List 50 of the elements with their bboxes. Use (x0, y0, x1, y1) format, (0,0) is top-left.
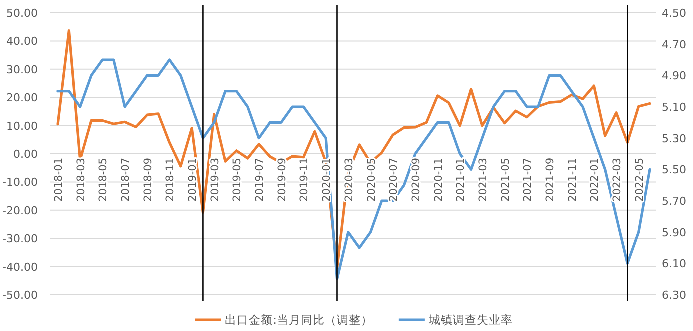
x-tick-label: 2019-11 (298, 158, 311, 202)
x-tick-label: 2019-03 (209, 158, 222, 202)
x-tick-label: 2020-07 (388, 158, 400, 202)
y2-tick-label: 5.50 (662, 164, 686, 177)
x-tick-label: 2018-03 (75, 158, 88, 202)
y-tick-label: 40.00 (6, 35, 38, 48)
y-tick-label: -50.00 (2, 289, 38, 302)
legend-label: 城镇调查失业率 (428, 313, 513, 327)
x-tick-label: 2021-09 (544, 158, 556, 202)
y2-tick-label: 5.30 (662, 132, 686, 146)
x-tick-label: 2022-03 (611, 158, 624, 202)
legend-label: 出口金额:当月同比（调整） (225, 313, 373, 327)
y-tick-label: -20.00 (2, 204, 38, 218)
x-tick-label: 2020-09 (410, 158, 422, 202)
x-tick-label: 2020-05 (366, 158, 378, 202)
x-tick-label: 2018-07 (120, 158, 132, 202)
x-tick-label: 2021-03 (477, 158, 490, 202)
y-tick-label: 20.00 (6, 92, 38, 105)
x-tick-label: 2018-05 (98, 158, 110, 202)
x-tick-label: 2019-05 (232, 158, 244, 202)
y-tick-label: 0.00 (14, 148, 38, 161)
y2-tick-label: 6.10 (662, 258, 686, 271)
x-tick-label: 2019-07 (254, 158, 266, 202)
x-tick-label: 2019-09 (276, 158, 288, 202)
x-tick-label: 2018-11 (164, 158, 177, 202)
y-tick-label: 30.00 (6, 63, 38, 76)
x-tick-label: 2021-05 (500, 158, 512, 202)
y-tick-label: -10.00 (2, 176, 38, 190)
y-tick-label: -40.00 (2, 260, 38, 274)
y2-tick-label: 5.90 (662, 226, 686, 240)
y2-tick-label: 4.70 (662, 38, 686, 52)
x-tick-label: 2022-01 (589, 158, 602, 202)
x-tick-label: 2021-11 (566, 158, 579, 202)
y-tick-label: -30.00 (2, 232, 38, 246)
x-tick-label: 2022-05 (634, 158, 646, 202)
x-tick-label: 2020-11 (432, 158, 445, 202)
y2-tick-label: 4.90 (662, 70, 686, 83)
y2-tick-label: 4.50 (662, 7, 686, 20)
y-tick-label: 10.00 (6, 120, 38, 133)
x-tick-label: 2020-01 (321, 158, 334, 202)
x-tick-label: 2021-07 (522, 158, 534, 202)
x-tick-label: 2018-01 (53, 158, 65, 202)
y-tick-label: 50.00 (6, 7, 38, 20)
y2-tick-label: 5.70 (662, 195, 686, 208)
y2-tick-label: 6.30 (662, 289, 686, 302)
x-tick-label: 2018-09 (142, 158, 154, 202)
y2-tick-label: 5.10 (662, 101, 686, 114)
x-tick-label: 2021-01 (455, 158, 468, 202)
x-tick-label: 2020-03 (343, 158, 356, 202)
x-tick-label: 2019-01 (187, 158, 200, 202)
